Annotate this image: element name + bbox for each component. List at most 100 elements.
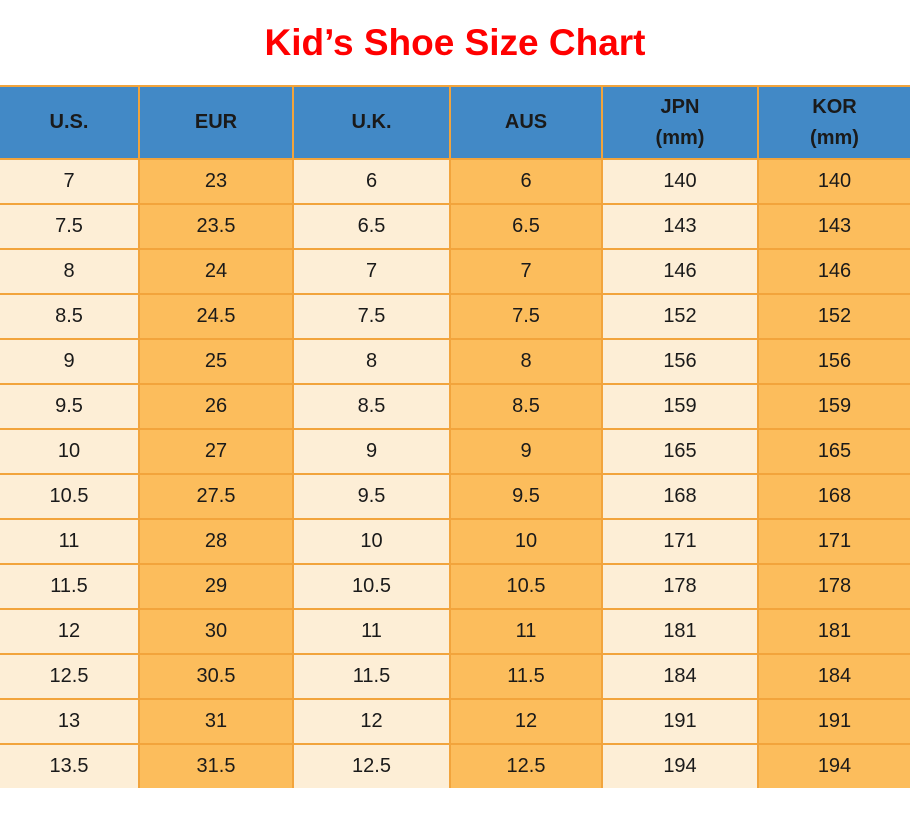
table-row: 13.5 31.5 12.5 12.5 194 194 — [0, 743, 910, 788]
column-header-jpn: JPN (mm) — [601, 85, 759, 160]
table-cell: 27.5 — [138, 473, 294, 520]
table-row: 12.5 30.5 11.5 11.5 184 184 — [0, 653, 910, 700]
table-cell: 28 — [138, 518, 294, 565]
table-cell: 25 — [138, 338, 294, 385]
table-cell: 12.5 — [292, 743, 451, 788]
table-cell: 11 — [292, 608, 451, 655]
table-cell: 6.5 — [449, 203, 603, 250]
table-row: 10.5 27.5 9.5 9.5 168 168 — [0, 473, 910, 520]
table-cell: 156 — [601, 338, 759, 385]
table-row: 12 30 11 11 181 181 — [0, 608, 910, 655]
table-cell: 23 — [138, 158, 294, 205]
table-cell: 159 — [757, 383, 910, 430]
table-cell: 159 — [601, 383, 759, 430]
table-cell: 26 — [138, 383, 294, 430]
table-cell: 168 — [601, 473, 759, 520]
table-row: 8.5 24.5 7.5 7.5 152 152 — [0, 293, 910, 340]
column-header-eur: EUR — [138, 85, 294, 160]
table-cell: 24 — [138, 248, 294, 295]
table-row: 11 28 10 10 171 171 — [0, 518, 910, 565]
table-cell: 30.5 — [138, 653, 294, 700]
table-cell: 11.5 — [449, 653, 603, 700]
table-cell: 10 — [292, 518, 451, 565]
table-cell: 10.5 — [0, 473, 140, 520]
table-cell: 12 — [292, 698, 451, 745]
table-cell: 143 — [601, 203, 759, 250]
table-row: 11.5 29 10.5 10.5 178 178 — [0, 563, 910, 610]
table-cell: 140 — [601, 158, 759, 205]
table-cell: 9 — [0, 338, 140, 385]
table-cell: 31.5 — [138, 743, 294, 788]
table-cell: 191 — [757, 698, 910, 745]
column-header-label: AUS — [504, 111, 548, 133]
table-cell: 165 — [601, 428, 759, 475]
table-cell: 168 — [757, 473, 910, 520]
table-cell: 194 — [757, 743, 910, 788]
table-cell: 11 — [449, 608, 603, 655]
table-cell: 152 — [601, 293, 759, 340]
table-cell: 13.5 — [0, 743, 140, 788]
table-cell: 27 — [138, 428, 294, 475]
table-cell: 9.5 — [292, 473, 451, 520]
table-cell: 140 — [757, 158, 910, 205]
table-cell: 8 — [0, 248, 140, 295]
column-header-kor: KOR (mm) — [757, 85, 910, 160]
table-cell: 9 — [292, 428, 451, 475]
table-row: 10 27 9 9 165 165 — [0, 428, 910, 475]
table-cell: 8 — [292, 338, 451, 385]
table-row: 13 31 12 12 191 191 — [0, 698, 910, 745]
table-cell: 146 — [757, 248, 910, 295]
table-cell: 10.5 — [449, 563, 603, 610]
table-cell: 156 — [757, 338, 910, 385]
table-cell: 171 — [757, 518, 910, 565]
table-cell: 184 — [757, 653, 910, 700]
table-cell: 194 — [601, 743, 759, 788]
table-cell: 146 — [601, 248, 759, 295]
table-cell: 6.5 — [292, 203, 451, 250]
size-table-body: 7 23 6 6 140 140 7.5 23.5 6.5 6.5 143 143 8 24 7 7 146 14… — [0, 158, 910, 788]
table-cell: 31 — [138, 698, 294, 745]
table-cell: 24.5 — [138, 293, 294, 340]
table-cell: 165 — [757, 428, 910, 475]
table-cell: 181 — [601, 608, 759, 655]
table-row: 7 23 6 6 140 140 — [0, 158, 910, 205]
column-header-label: EUR — [194, 111, 238, 133]
table-cell: 30 — [138, 608, 294, 655]
table-cell: 7 — [449, 248, 603, 295]
table-cell: 8.5 — [0, 293, 140, 340]
table-cell: 7.5 — [292, 293, 451, 340]
column-header-us: U.S. — [0, 85, 140, 160]
table-cell: 9.5 — [449, 473, 603, 520]
table-cell: 11.5 — [0, 563, 140, 610]
table-cell: 184 — [601, 653, 759, 700]
table-cell: 7.5 — [449, 293, 603, 340]
table-cell: 7.5 — [0, 203, 140, 250]
table-cell: 6 — [292, 158, 451, 205]
column-header-label: KOR — [812, 95, 857, 118]
table-row: 7.5 23.5 6.5 6.5 143 143 — [0, 203, 910, 250]
table-cell: 12 — [449, 698, 603, 745]
table-cell: 7 — [0, 158, 140, 205]
table-cell: 12.5 — [449, 743, 603, 788]
table-cell: 11.5 — [292, 653, 451, 700]
column-header-sublabel: (mm) — [810, 126, 859, 149]
column-header-sublabel: (mm) — [655, 126, 705, 149]
table-cell: 143 — [757, 203, 910, 250]
table-row: 9 25 8 8 156 156 — [0, 338, 910, 385]
table-cell: 13 — [0, 698, 140, 745]
column-header-uk: U.K. — [292, 85, 451, 160]
column-header-label: U.K. — [351, 111, 392, 133]
table-cell: 191 — [601, 698, 759, 745]
table-cell: 10.5 — [292, 563, 451, 610]
table-cell: 152 — [757, 293, 910, 340]
table-cell: 6 — [449, 158, 603, 205]
table-cell: 8 — [449, 338, 603, 385]
column-header-aus: AUS — [449, 85, 603, 160]
table-cell: 178 — [757, 563, 910, 610]
table-cell: 12.5 — [0, 653, 140, 700]
table-cell: 178 — [601, 563, 759, 610]
table-cell: 11 — [0, 518, 140, 565]
table-cell: 8.5 — [292, 383, 451, 430]
table-row: 8 24 7 7 146 146 — [0, 248, 910, 295]
